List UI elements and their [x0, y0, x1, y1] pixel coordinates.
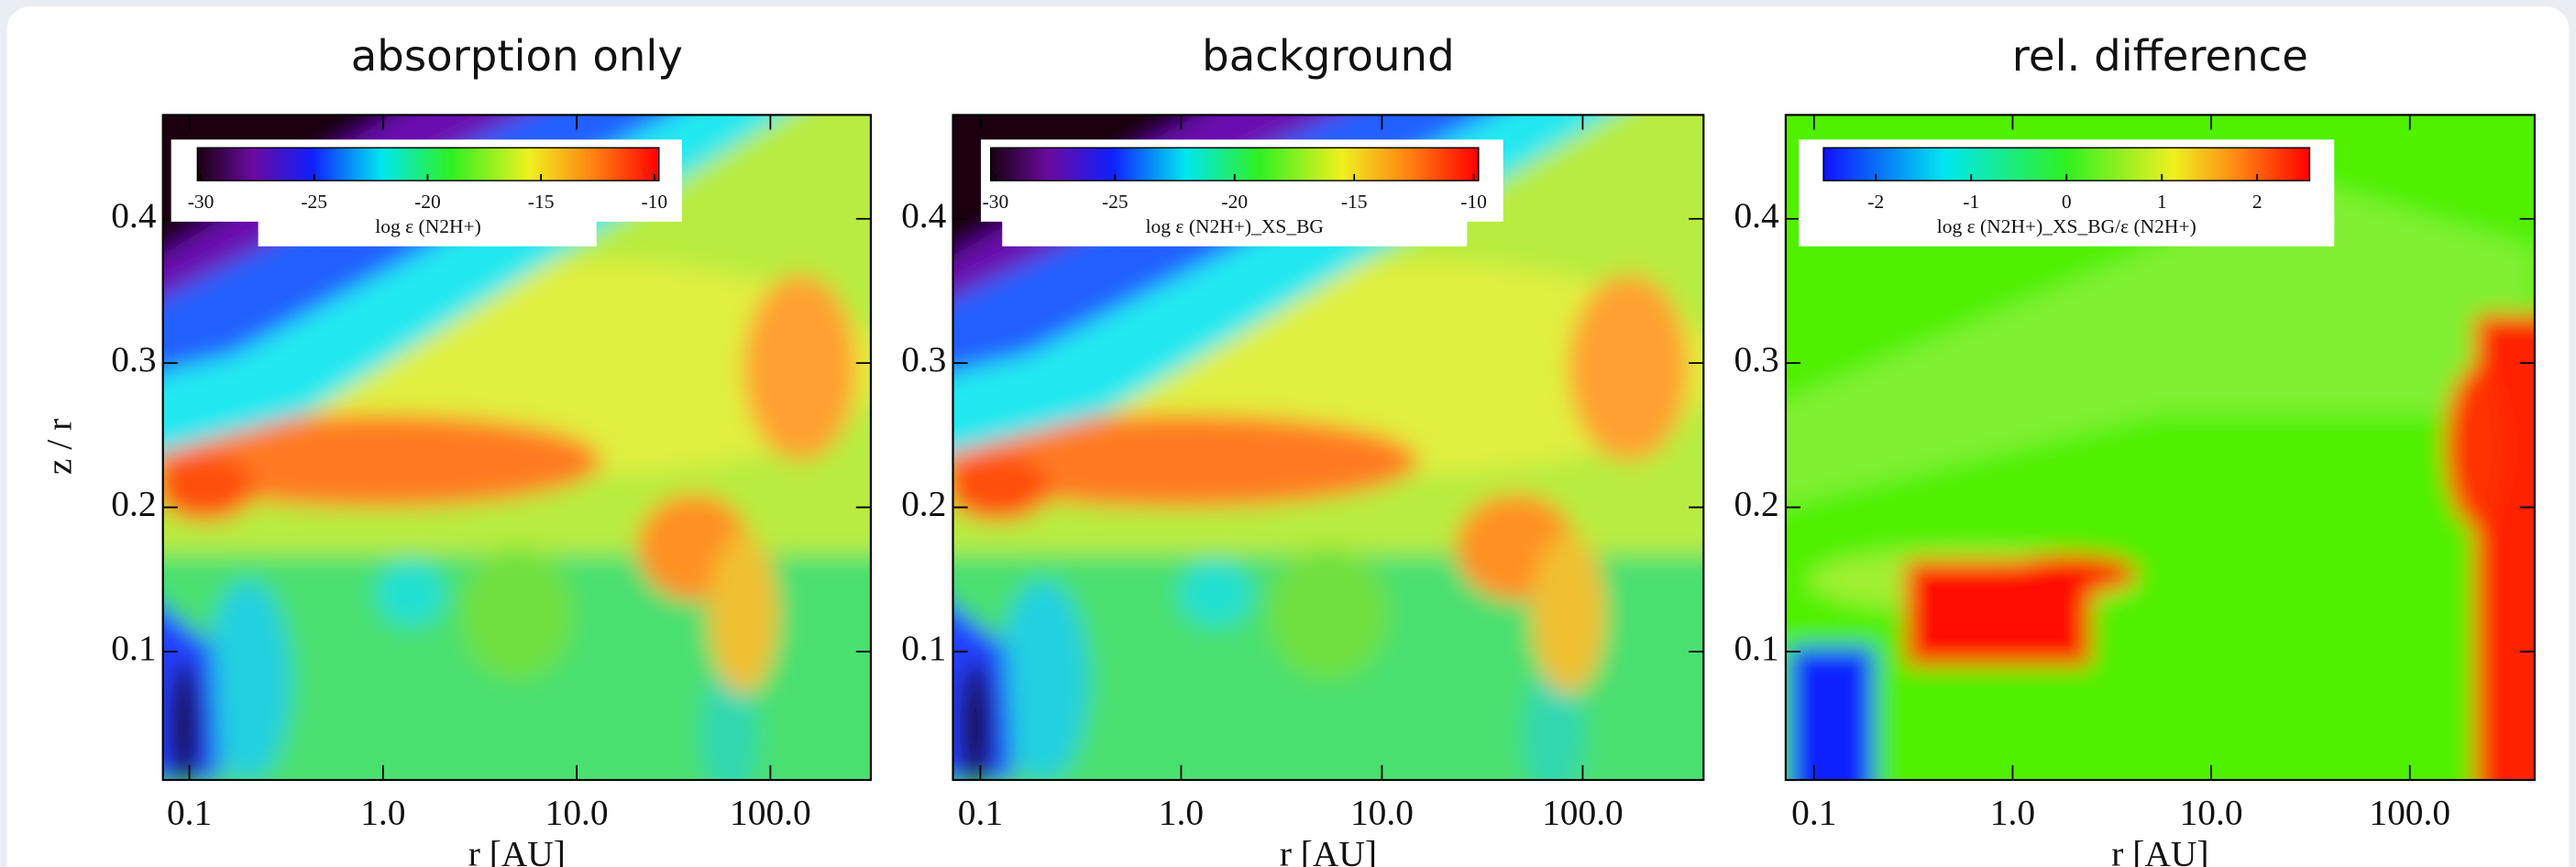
x-tick-label: 10.0: [2180, 793, 2243, 833]
field-region: [2002, 554, 2138, 594]
colorbar-tick-label: -30: [983, 191, 1009, 213]
x-axis-label: r [AU]: [2111, 833, 2208, 867]
colorbar-tick-label: 0: [2062, 191, 2072, 213]
field-region: [162, 413, 602, 508]
y-tick-label: 0.4: [1734, 195, 1779, 236]
field-region: [1523, 666, 1584, 781]
colorbar-tick-label: -20: [414, 191, 441, 213]
x-tick-label: 0.1: [1791, 793, 1836, 833]
x-tick-label: 10.0: [545, 793, 609, 833]
field-region: [1268, 547, 1389, 681]
colorbar-tick-label: -10: [1460, 191, 1487, 213]
colorbar-label: log ε (N2H+)_XS_BG/ε (N2H+): [1937, 215, 2196, 237]
plot-frame: [161, 114, 872, 782]
field-region: [170, 660, 199, 781]
x-tick-label: 0.1: [167, 793, 212, 833]
field-region: [2444, 368, 2505, 528]
x-tick-label: 0.1: [958, 793, 1003, 833]
field-region: [375, 560, 446, 628]
y-tick-label: 0.2: [901, 484, 946, 524]
y-tick-label: 0.3: [1734, 339, 1778, 379]
y-tick-label: 0.1: [111, 628, 156, 668]
colorbar-tick-label: -25: [301, 191, 327, 213]
field-region: [997, 580, 1088, 781]
y-tick-label: 0.2: [111, 484, 156, 524]
x-tick-label: 100.0: [730, 793, 811, 833]
field-region: [1178, 560, 1254, 628]
field-region: [1789, 646, 1875, 781]
colorbar-tick-label: 1: [2157, 191, 2167, 213]
field-region: [952, 413, 1419, 508]
field-region: [743, 274, 857, 461]
panel-title: rel. difference: [2012, 31, 2308, 81]
y-tick-label: 0.3: [901, 339, 946, 379]
colorbar-tick-label: -25: [1102, 191, 1128, 213]
field-region: [708, 533, 779, 694]
field-region: [162, 454, 256, 521]
x-axis-label: r [AU]: [1280, 833, 1377, 867]
x-tick-label: 100.0: [2369, 793, 2450, 833]
colorbar-tick-label: -15: [528, 191, 555, 213]
panel-title: background: [1202, 31, 1455, 81]
panel-title: absorption only: [351, 31, 683, 81]
colorbar-tick-label: -15: [1341, 191, 1368, 213]
colorbar-tick-label: -30: [188, 191, 215, 213]
colorbar-tick-label: 2: [2252, 191, 2262, 213]
y-tick-label: 0.1: [901, 628, 946, 668]
field-region: [952, 454, 1051, 521]
plot-frame: [952, 114, 1705, 782]
field-region: [205, 580, 291, 781]
colorbar-tick-label: -10: [642, 191, 668, 213]
y-tick-label: 0.3: [111, 339, 156, 379]
x-tick-label: 1.0: [1159, 793, 1204, 833]
field-region: [960, 660, 991, 781]
x-tick-label: 1.0: [360, 793, 405, 833]
field-region: [1568, 274, 1689, 461]
colorbar-tick-label: -1: [1963, 191, 1979, 213]
legend-tab: [258, 213, 597, 247]
colorbar-tick-label: -20: [1221, 191, 1248, 213]
y-tick-label: 0.1: [1734, 628, 1778, 668]
y-axis-label: z / r: [39, 419, 79, 475]
field-region: [1530, 533, 1606, 694]
legend-tab: [1799, 213, 2335, 247]
plot-frame: [1784, 114, 2536, 782]
colorbar-label: log ε (N2H+)_XS_BG: [1146, 215, 1324, 237]
y-tick-label: 0.4: [901, 195, 947, 236]
legend-tab: [1002, 213, 1468, 247]
colorbar-label: log ε (N2H+): [375, 215, 481, 237]
field-region: [460, 547, 574, 681]
field-region: [1785, 181, 2535, 507]
y-tick-label: 0.2: [1734, 484, 1778, 524]
x-tick-label: 10.0: [1350, 793, 1414, 833]
colorbar-tick-label: -2: [1867, 191, 1884, 213]
field-region: [700, 666, 758, 781]
x-tick-label: 1.0: [1990, 793, 2035, 833]
x-axis-label: r [AU]: [468, 833, 566, 867]
y-tick-label: 0.4: [111, 195, 157, 236]
x-tick-label: 100.0: [1542, 793, 1624, 833]
